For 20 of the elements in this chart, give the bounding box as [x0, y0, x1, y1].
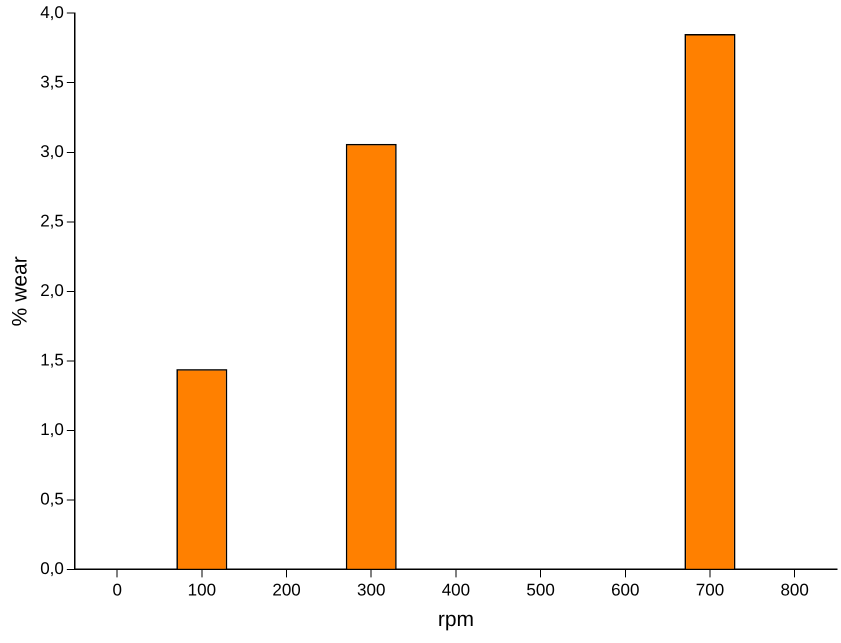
x-tick-label: 400: [442, 580, 470, 600]
y-tick-label: 2,0: [40, 280, 64, 300]
x-tick-label: 200: [272, 580, 301, 600]
y-tick-label: 0,0: [40, 559, 64, 578]
x-tick-label: 800: [780, 580, 809, 600]
x-tick-label: 0: [112, 580, 122, 600]
y-tick-label: 3,0: [40, 142, 64, 161]
x-tick-label: 300: [357, 580, 386, 600]
x-tick-label: 100: [188, 580, 216, 600]
y-tick-label: 4,0: [40, 2, 64, 22]
y-tick-label: 1,0: [40, 420, 64, 440]
y-tick-label: 2,5: [40, 211, 64, 230]
x-tick-label: 700: [696, 580, 724, 600]
y-tick-label: 1,5: [40, 350, 64, 370]
x-axis-title: rpm: [438, 608, 474, 632]
x-tick-label: 500: [526, 580, 555, 600]
x-tick-label: 600: [611, 580, 640, 600]
y-axis-title: % wear: [8, 256, 32, 326]
y-tick-label: 3,5: [40, 72, 64, 92]
y-tick-label: 0,5: [40, 490, 64, 509]
